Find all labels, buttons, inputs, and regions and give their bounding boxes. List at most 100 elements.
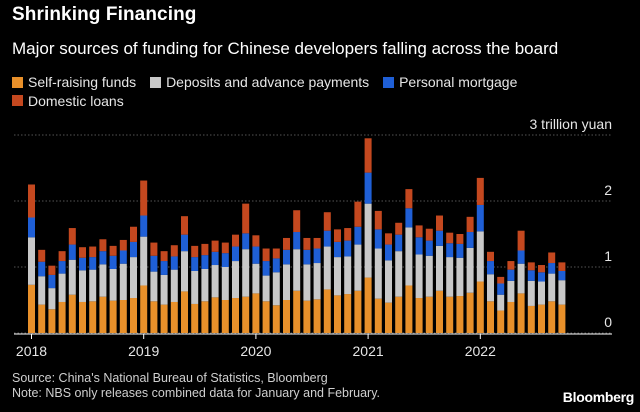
bar-segment <box>405 285 413 333</box>
bar-segment <box>558 280 566 305</box>
bar-segment <box>446 257 454 297</box>
legend: Self-raising funds Deposits and advance … <box>12 73 612 110</box>
bar-segment <box>68 228 76 245</box>
bar-segment <box>191 303 199 333</box>
bar-segment <box>242 203 250 234</box>
bar-segment <box>385 260 392 303</box>
bar-segment <box>395 222 403 235</box>
bar-segment <box>354 244 362 291</box>
bar-segment <box>252 263 260 294</box>
bar-segment <box>79 247 86 258</box>
bar-segment <box>436 290 443 333</box>
bar-segment <box>89 269 97 302</box>
bar-segment <box>395 296 403 333</box>
bar-segment <box>38 276 46 305</box>
bar-segment <box>201 268 209 302</box>
bar-segment <box>242 296 250 333</box>
bar-segment <box>262 275 270 302</box>
bar-segment <box>283 264 290 300</box>
bar-segment <box>211 240 219 252</box>
bar-segment <box>242 233 250 250</box>
bar-segment <box>456 234 464 244</box>
bar-segment <box>517 263 525 294</box>
x-tick-label: 2022 <box>465 343 496 359</box>
bar-segment <box>28 284 35 333</box>
bar-segment <box>395 251 403 297</box>
bar-segment <box>517 293 525 333</box>
bar-segment <box>79 257 86 271</box>
bar-segment <box>262 301 270 333</box>
bar-segment <box>109 245 117 256</box>
bar-segment <box>293 290 301 333</box>
bar-segment <box>170 269 178 302</box>
bar-segment <box>405 189 413 209</box>
legend-swatch-loans <box>12 95 23 106</box>
bar-segment <box>313 263 321 300</box>
bar-segment <box>89 301 97 333</box>
bar-segment <box>58 251 66 262</box>
bar-segment <box>262 248 270 262</box>
bar-segment <box>283 237 290 250</box>
bar-segment <box>181 216 188 235</box>
bar-segment <box>38 261 46 277</box>
bar-segment <box>344 294 352 333</box>
bar-segment <box>272 258 280 273</box>
bar-segment <box>334 257 341 296</box>
bar-segment <box>38 249 46 262</box>
bar-segment <box>262 261 270 276</box>
bar-segment <box>334 295 341 333</box>
bar-segment <box>140 285 148 333</box>
legend-item-mortgage: Personal mortgage <box>383 73 517 91</box>
bar-segment <box>527 262 535 271</box>
legend-item-loans: Domestic loans <box>12 92 602 110</box>
bar-segment <box>405 227 413 286</box>
bar-segment <box>527 270 535 281</box>
bar-segment <box>354 201 362 227</box>
bar-segment <box>487 274 494 302</box>
data-note: Note: NBS only releases combined data fo… <box>12 386 381 400</box>
bar-segment <box>364 172 372 204</box>
bar-segment <box>538 304 545 333</box>
bar-segment <box>232 261 239 299</box>
bar-segment <box>201 255 209 269</box>
source-note: Source: China's National Bureau of Stati… <box>12 371 328 385</box>
bar-segment <box>395 234 403 252</box>
bar-segment <box>130 241 137 258</box>
bar-segment <box>232 298 239 333</box>
bar-segment <box>507 269 515 281</box>
bar-segment <box>313 248 321 264</box>
bar-segment <box>293 210 301 233</box>
footer: Source: China's National Bureau of Stati… <box>12 371 380 401</box>
bar-segment <box>303 300 311 333</box>
bar-segment <box>150 242 158 256</box>
bar-segment <box>181 234 188 252</box>
bar-segment <box>558 270 566 281</box>
bar-segment <box>436 215 443 231</box>
bar-segment <box>476 204 484 232</box>
bloomberg-logo: Bloomberg <box>562 389 635 405</box>
bar-segment <box>48 309 56 333</box>
bar-segment <box>385 244 392 261</box>
bar-segment <box>272 305 280 333</box>
bar-segment <box>446 296 454 333</box>
bar-segment <box>99 264 107 297</box>
bar-segment <box>374 248 382 299</box>
bar-segment <box>344 240 352 257</box>
bar-segment <box>538 281 545 305</box>
bar-segment <box>548 263 556 274</box>
bar-segment <box>99 296 107 333</box>
y-tick-label: 0 <box>604 314 612 330</box>
bar-segment <box>221 253 229 267</box>
bar-segment <box>425 296 433 333</box>
bar-segment <box>109 268 117 301</box>
bar-segment <box>140 215 148 237</box>
bar-segment <box>201 243 209 256</box>
bar-segment <box>201 301 209 333</box>
bar-segment <box>466 232 474 248</box>
legend-item-deposits: Deposits and advance payments <box>150 73 369 91</box>
bar-segment <box>415 298 423 333</box>
bar-segment <box>476 281 484 333</box>
bar-segment <box>456 243 464 258</box>
bar-segment <box>313 237 321 249</box>
